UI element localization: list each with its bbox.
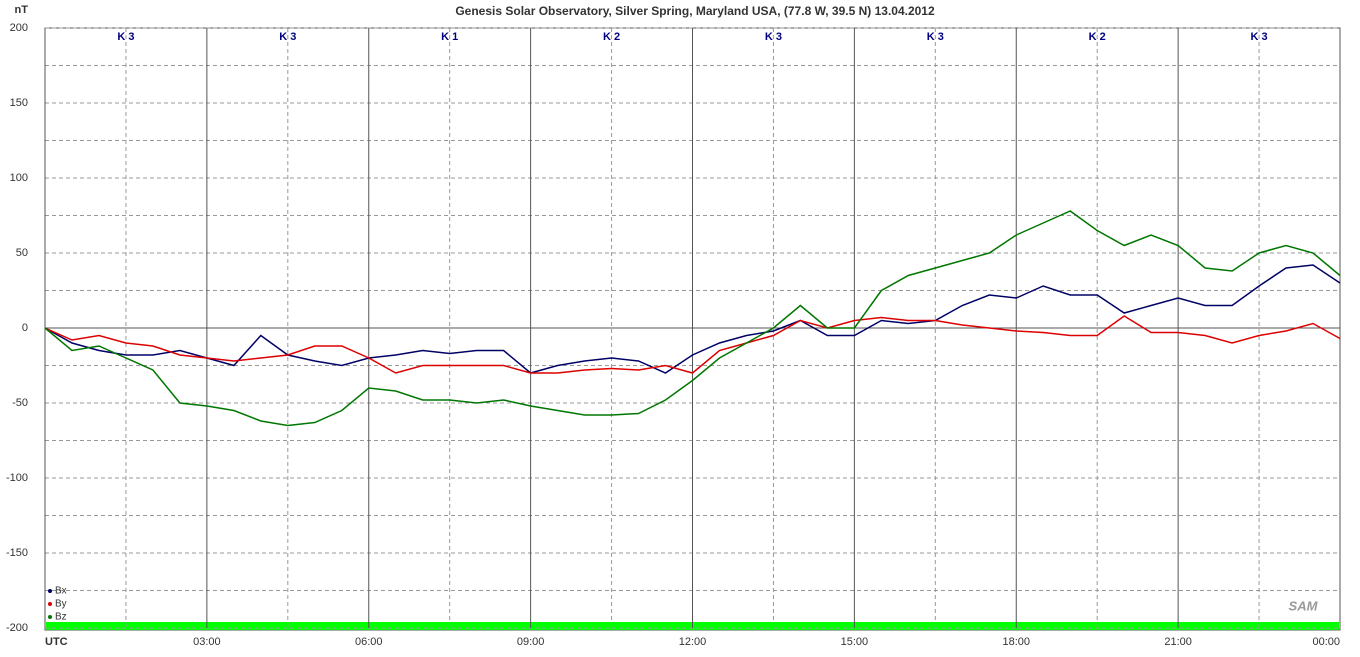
series-line xyxy=(44,315,1341,374)
x-tick-label: 18:00 xyxy=(1002,636,1030,648)
y-tick-label: 100 xyxy=(10,172,28,184)
y-tick-label: 200 xyxy=(10,22,28,34)
k-index-label: K 1 xyxy=(441,31,458,43)
x-tick-label: 15:00 xyxy=(841,636,869,648)
k-index-label: K 3 xyxy=(1251,31,1268,43)
x-tick-label: 00:00 xyxy=(1312,636,1340,648)
legend-label: By xyxy=(55,599,67,610)
x-tick-label: 03:00 xyxy=(193,636,221,648)
legend-marker xyxy=(48,589,52,593)
k-index-label: K 3 xyxy=(279,31,296,43)
x-tick-label: 06:00 xyxy=(355,636,383,648)
k-index-label: K 3 xyxy=(927,31,944,43)
legend-marker xyxy=(48,602,52,606)
series-line xyxy=(44,264,1341,374)
k-index-label: K 3 xyxy=(117,31,134,43)
y-tick-label: 0 xyxy=(22,322,28,334)
y-tick-label: -100 xyxy=(6,472,28,484)
x-tick-label: UTC xyxy=(45,636,68,648)
legend-marker xyxy=(48,615,52,619)
legend-label: Bx xyxy=(55,586,67,597)
x-tick-label: 09:00 xyxy=(517,636,545,648)
logo: SAM xyxy=(1289,598,1319,613)
y-tick-label: -200 xyxy=(6,622,28,634)
k-index-label: K 3 xyxy=(765,31,782,43)
y-axis-label: nT xyxy=(15,4,29,16)
y-tick-label: -150 xyxy=(6,547,28,559)
k-index-label: K 2 xyxy=(1089,31,1106,43)
k-index-label: K 2 xyxy=(603,31,620,43)
chart-title: Genesis Solar Observatory, Silver Spring… xyxy=(455,4,935,18)
y-tick-label: 50 xyxy=(16,247,28,259)
y-tick-label: -50 xyxy=(12,397,28,409)
y-tick-label: 150 xyxy=(10,97,28,109)
series-line xyxy=(44,210,1341,427)
x-tick-label: 12:00 xyxy=(679,636,707,648)
x-tick-label: 21:00 xyxy=(1164,636,1192,648)
legend-label: Bz xyxy=(55,612,67,623)
